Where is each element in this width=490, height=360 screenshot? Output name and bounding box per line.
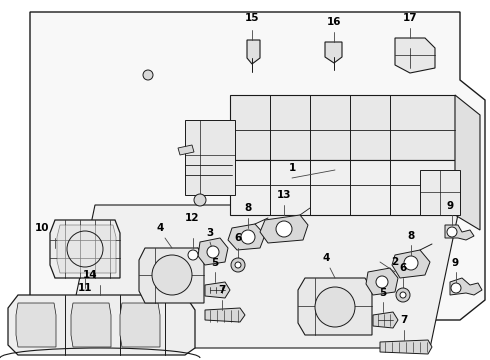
Polygon shape [450, 278, 482, 295]
Text: 3: 3 [206, 228, 214, 238]
Text: 4: 4 [322, 253, 330, 263]
Text: 6: 6 [234, 233, 242, 243]
Polygon shape [260, 215, 308, 243]
Polygon shape [57, 225, 116, 273]
Text: 7: 7 [400, 315, 408, 325]
Polygon shape [230, 160, 455, 215]
Circle shape [376, 276, 388, 288]
Text: 5: 5 [211, 258, 219, 268]
Polygon shape [325, 42, 342, 63]
Polygon shape [420, 170, 460, 215]
Text: 16: 16 [327, 17, 341, 27]
Circle shape [194, 194, 206, 206]
Polygon shape [71, 303, 111, 347]
Polygon shape [183, 248, 202, 262]
Text: 15: 15 [245, 13, 259, 23]
Text: 9: 9 [446, 201, 454, 211]
Circle shape [143, 70, 153, 80]
Text: 9: 9 [451, 258, 459, 268]
Circle shape [235, 262, 241, 268]
Polygon shape [30, 12, 485, 320]
Polygon shape [366, 268, 398, 295]
Polygon shape [198, 238, 228, 265]
Polygon shape [65, 205, 460, 348]
Circle shape [241, 230, 255, 244]
Text: 13: 13 [277, 190, 291, 200]
Text: 12: 12 [185, 213, 199, 223]
Polygon shape [445, 225, 474, 240]
Polygon shape [205, 308, 245, 322]
Circle shape [152, 255, 192, 295]
Circle shape [396, 288, 410, 302]
Text: 11: 11 [78, 283, 92, 293]
Polygon shape [228, 224, 265, 250]
Circle shape [315, 287, 355, 327]
Text: 7: 7 [219, 285, 226, 295]
Polygon shape [185, 120, 235, 195]
Polygon shape [139, 248, 204, 303]
Text: 6: 6 [399, 263, 407, 273]
Polygon shape [380, 340, 432, 354]
Text: 8: 8 [407, 231, 415, 241]
Text: 17: 17 [403, 13, 417, 23]
Polygon shape [455, 95, 480, 230]
Polygon shape [373, 312, 398, 328]
Polygon shape [247, 40, 260, 64]
Polygon shape [120, 303, 160, 347]
Text: 4: 4 [156, 223, 164, 233]
Text: 8: 8 [245, 203, 252, 213]
Polygon shape [230, 95, 455, 160]
Text: 14: 14 [83, 270, 98, 280]
Polygon shape [16, 303, 56, 347]
Circle shape [447, 227, 457, 237]
Text: 1: 1 [289, 163, 295, 173]
Circle shape [400, 292, 406, 298]
Circle shape [188, 250, 198, 260]
Polygon shape [205, 282, 230, 298]
Polygon shape [298, 278, 372, 335]
Circle shape [231, 258, 245, 272]
Circle shape [404, 256, 418, 270]
Circle shape [207, 246, 219, 258]
Text: 2: 2 [392, 257, 399, 267]
Polygon shape [178, 145, 194, 155]
Polygon shape [50, 220, 120, 278]
Polygon shape [8, 295, 195, 355]
Polygon shape [392, 250, 430, 278]
Circle shape [451, 283, 461, 293]
Circle shape [276, 221, 292, 237]
Text: 5: 5 [379, 288, 387, 298]
Text: 10: 10 [35, 223, 49, 233]
Polygon shape [395, 38, 435, 73]
